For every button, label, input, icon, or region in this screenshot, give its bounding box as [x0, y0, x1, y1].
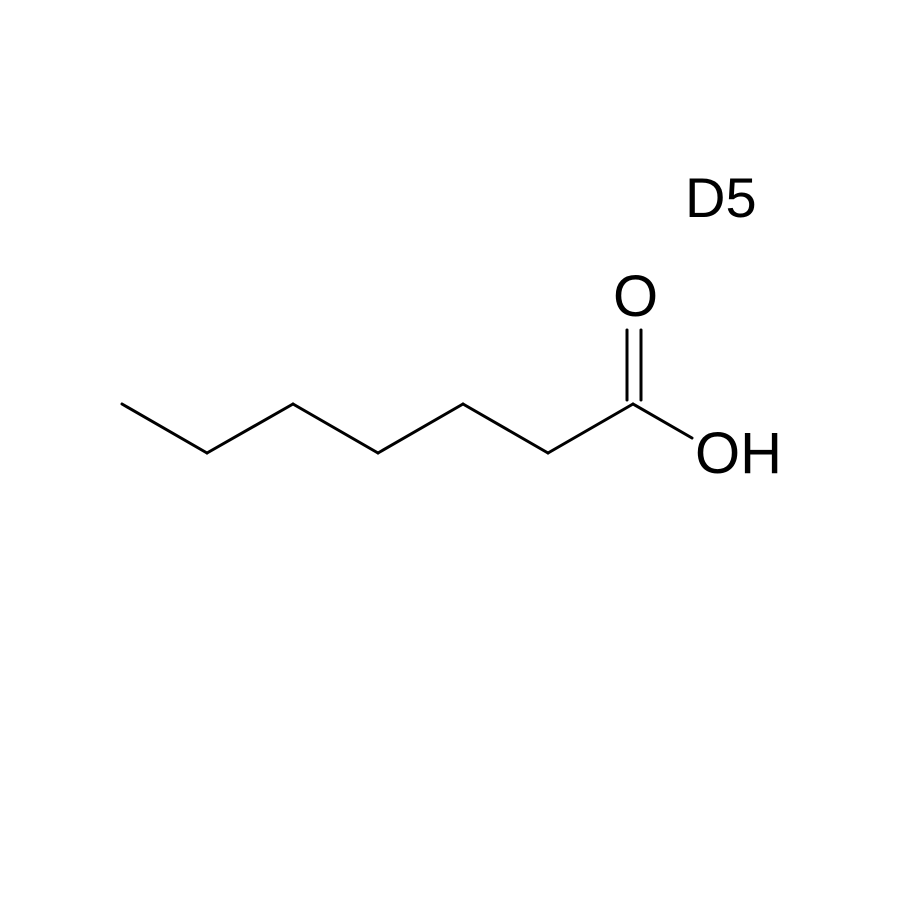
hydroxyl-label: OH [695, 425, 782, 483]
carbonyl-oxygen-label: O [613, 268, 658, 326]
molecule-canvas: O OH D5 [0, 0, 900, 900]
isotope-annotation: D5 [685, 170, 757, 226]
